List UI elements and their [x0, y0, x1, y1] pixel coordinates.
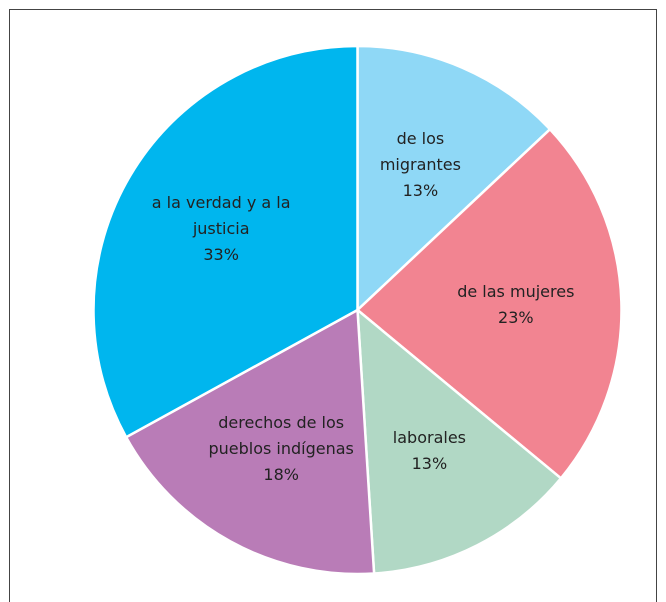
pie-slice: [356, 44, 552, 313]
slice-label: laborales 13%: [334, 425, 524, 477]
pie-slice: [356, 307, 563, 575]
pie-slice: [124, 307, 376, 576]
pie-slice: [355, 127, 623, 481]
slice-label: derechos de los pueblos indígenas 18%: [186, 410, 376, 488]
category-label: a la verdad y a la justicia: [151, 193, 291, 239]
value-label: 13%: [411, 454, 448, 474]
pie-slice: [92, 44, 359, 439]
category-label: laborales: [392, 428, 466, 448]
category-label: derechos de los pueblos indígenas: [208, 412, 354, 458]
category-label: de las mujeres: [457, 282, 575, 302]
category-label: de los migrantes: [379, 128, 461, 174]
value-label: 13%: [402, 180, 439, 200]
frame: [9, 9, 657, 602]
value-label: 33%: [203, 245, 239, 265]
value-label: 18%: [263, 464, 299, 484]
slice-label: de las mujeres 23%: [421, 279, 611, 331]
slice-label: a la verdad y a la justicia 33%: [126, 190, 316, 268]
slice-label: de los migrantes 13%: [325, 126, 515, 204]
value-label: 23%: [498, 308, 534, 328]
